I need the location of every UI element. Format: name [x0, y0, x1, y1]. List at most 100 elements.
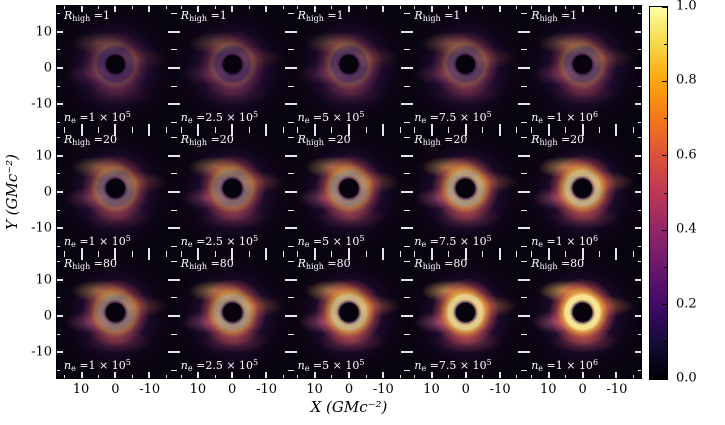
- rhigh-symbol: R: [531, 9, 540, 22]
- rhigh-value: =20: [90, 133, 117, 146]
- rhigh-subscript: high: [305, 138, 324, 147]
- ne-subscript: e: [421, 240, 427, 249]
- x-tick-label: 10: [72, 382, 90, 397]
- ne-value: =5 × 10: [309, 235, 360, 248]
- rhigh-label: Rhigh =20: [298, 133, 351, 149]
- rhigh-symbol: R: [64, 257, 73, 270]
- rhigh-subscript: high: [422, 262, 441, 271]
- x-tick-label: 0: [578, 382, 587, 397]
- rhigh-symbol: R: [414, 133, 423, 146]
- ne-symbol: n: [180, 235, 188, 248]
- y-tick-label: 0: [43, 60, 52, 76]
- rhigh-value: =1: [440, 9, 461, 22]
- ne-symbol: n: [414, 359, 422, 372]
- ne-subscript: e: [187, 240, 193, 249]
- rhigh-symbol: R: [180, 9, 190, 22]
- x-tick-label: -10: [256, 382, 277, 397]
- x-tick-label: -10: [139, 382, 161, 397]
- ne-subscript: e: [538, 240, 544, 249]
- ne-value: =1 × 10: [543, 359, 593, 372]
- ne-exponent: 5: [486, 234, 492, 243]
- rhigh-symbol: R: [64, 133, 73, 146]
- y-tick-label: 10: [35, 148, 52, 164]
- x-tick-label: 10: [423, 382, 440, 397]
- ne-label: ne =5 × 105: [298, 232, 365, 251]
- rhigh-label: Rhigh =80: [414, 257, 467, 273]
- ne-subscript: e: [421, 364, 427, 373]
- rhigh-subscript: high: [539, 138, 558, 147]
- rhigh-symbol: R: [180, 133, 190, 146]
- rhigh-symbol: R: [531, 257, 540, 270]
- ne-symbol: n: [297, 111, 305, 124]
- rhigh-label: Rhigh =1: [414, 9, 460, 25]
- rhigh-subscript: high: [422, 138, 441, 147]
- ne-value: =5 × 10: [309, 359, 360, 372]
- rhigh-subscript: high: [72, 14, 91, 23]
- ne-value: =2.5 × 10: [192, 235, 254, 248]
- rhigh-label: Rhigh =20: [181, 133, 234, 149]
- ne-subscript: e: [304, 364, 310, 373]
- rhigh-subscript: high: [189, 138, 208, 147]
- ne-label: ne =1 × 105: [64, 356, 131, 375]
- y-tick-label: 10: [35, 272, 52, 288]
- ne-subscript: e: [304, 116, 310, 125]
- bh-image-panel: Rhigh =20 ne =1 × 106: [524, 130, 641, 254]
- x-tick-label: 0: [461, 382, 470, 397]
- bh-image-panel: Rhigh =20 ne =2.5 × 105: [173, 130, 291, 254]
- colorbar: [649, 6, 668, 380]
- ne-exponent: 5: [359, 358, 365, 367]
- colorbar-tick-label: 0.2: [676, 296, 697, 312]
- rhigh-symbol: R: [180, 257, 190, 270]
- bh-image-panel: Rhigh =20 ne =7.5 × 105: [407, 130, 525, 254]
- rhigh-symbol: R: [414, 257, 423, 270]
- x-axis-title: X (GMc⁻²): [310, 398, 388, 416]
- ne-value: =1 × 10: [75, 111, 126, 124]
- y-axis-title: Y (GMc⁻²): [3, 153, 21, 231]
- ne-symbol: n: [64, 235, 72, 248]
- rhigh-subscript: high: [72, 138, 91, 147]
- ne-label: ne =5 × 105: [298, 108, 365, 127]
- rhigh-label: Rhigh =20: [414, 133, 467, 149]
- ne-symbol: n: [531, 359, 539, 372]
- ne-exponent: 6: [592, 358, 599, 367]
- ne-exponent: 6: [592, 234, 599, 243]
- ne-value: =1 × 10: [543, 235, 593, 248]
- rhigh-symbol: R: [531, 133, 540, 146]
- rhigh-value: =1: [323, 9, 344, 22]
- ne-symbol: n: [531, 111, 539, 124]
- rhigh-subscript: high: [72, 262, 91, 271]
- ne-subscript: e: [304, 240, 310, 249]
- ne-label: ne =5 × 105: [298, 356, 365, 375]
- ne-exponent: 5: [359, 234, 365, 243]
- ne-exponent: 5: [125, 234, 131, 243]
- bh-image-panel: Rhigh =1 ne =1 × 106: [524, 6, 641, 130]
- rhigh-value: =80: [90, 257, 117, 270]
- x-tick-label: 0: [228, 382, 237, 397]
- colorbar-tick-label: 0.4: [676, 221, 697, 237]
- rhigh-symbol: R: [297, 9, 306, 22]
- bh-image-panel: Rhigh =1 ne =1 × 105: [57, 6, 174, 130]
- ne-exponent: 6: [592, 110, 599, 119]
- bh-image-panel: Rhigh =1 ne =5 × 105: [290, 6, 408, 130]
- ne-subscript: e: [538, 364, 544, 373]
- rhigh-symbol: R: [297, 133, 306, 146]
- ne-symbol: n: [531, 235, 539, 248]
- colorbar-tick-label: 1.0: [676, 0, 697, 14]
- ne-exponent: 5: [125, 358, 131, 367]
- rhigh-label: Rhigh =20: [531, 133, 584, 149]
- ne-symbol: n: [414, 235, 422, 248]
- ne-subscript: e: [71, 240, 76, 249]
- ne-symbol: n: [297, 359, 305, 372]
- x-tick-label: 0: [111, 382, 120, 397]
- ne-label: ne =1 × 105: [64, 108, 131, 127]
- ne-label: ne =1 × 106: [531, 108, 598, 127]
- y-tick-label: 10: [35, 24, 52, 40]
- rhigh-label: Rhigh =1: [181, 9, 227, 25]
- rhigh-value: =20: [557, 133, 585, 146]
- rhigh-subscript: high: [422, 14, 441, 23]
- ne-subscript: e: [187, 364, 193, 373]
- ne-subscript: e: [421, 116, 427, 125]
- x-tick-label: 10: [539, 382, 557, 397]
- ne-label: ne =7.5 × 105: [414, 356, 491, 375]
